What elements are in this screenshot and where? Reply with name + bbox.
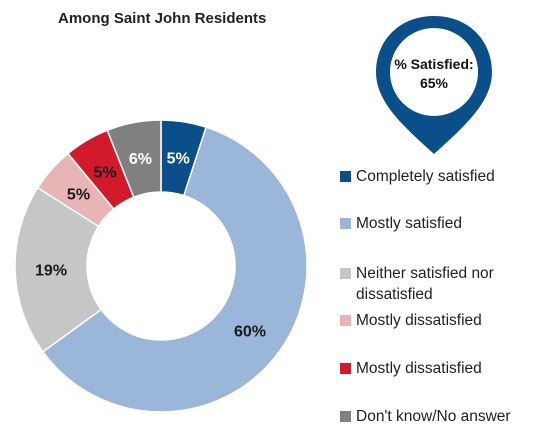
legend-swatch	[340, 315, 351, 326]
data-label-mostly-dissatisfied-light: 5%	[67, 186, 90, 203]
legend-label: Completely satisfied	[356, 168, 495, 185]
callout-value: 65%	[419, 75, 449, 91]
legend-label: Mostly dissatisfied	[356, 312, 482, 329]
legend-label: Neither satisfied nor dissatisfied	[356, 265, 494, 303]
legend-swatch	[340, 363, 351, 374]
slice-mostly-satisfied	[41, 126, 308, 413]
satisfaction-callout: % Satisfied: 65%	[368, 55, 500, 93]
legend-label: Mostly satisfied	[356, 215, 462, 232]
legend-item-completely-satisfied: Completely satisfied	[340, 166, 545, 187]
legend-swatch	[340, 171, 351, 182]
legend-item-mostly-dissatisfied-light: Mostly dissatisfied	[340, 310, 545, 331]
data-label-dont-know: 6%	[129, 151, 152, 168]
legend-swatch	[340, 218, 351, 229]
legend-swatch	[340, 268, 351, 279]
data-label-completely-satisfied: 5%	[167, 150, 190, 167]
data-label-mostly-dissatisfied: 5%	[93, 164, 116, 181]
legend-item-mostly-satisfied: Mostly satisfied	[340, 213, 545, 234]
legend-item-dont-know: Don't know/No answer	[340, 406, 545, 427]
legend-label: Don't know/No answer	[356, 408, 511, 425]
legend-swatch	[340, 411, 351, 422]
callout-label: % Satisfied:	[394, 56, 474, 72]
legend-item-mostly-dissatisfied: Mostly dissatisfied	[340, 358, 545, 379]
satisfaction-pin-icon	[376, 16, 492, 154]
data-label-mostly-satisfied: 60%	[234, 324, 266, 341]
chart-subtitle: Among Saint John Residents	[58, 10, 267, 27]
legend-item-neither: Neither satisfied nor dissatisfied	[340, 263, 545, 305]
slice-neither	[14, 186, 103, 353]
slice-dont-know	[106, 119, 162, 199]
legend-label: Mostly dissatisfied	[356, 360, 482, 377]
data-label-neither: 19%	[35, 262, 67, 279]
